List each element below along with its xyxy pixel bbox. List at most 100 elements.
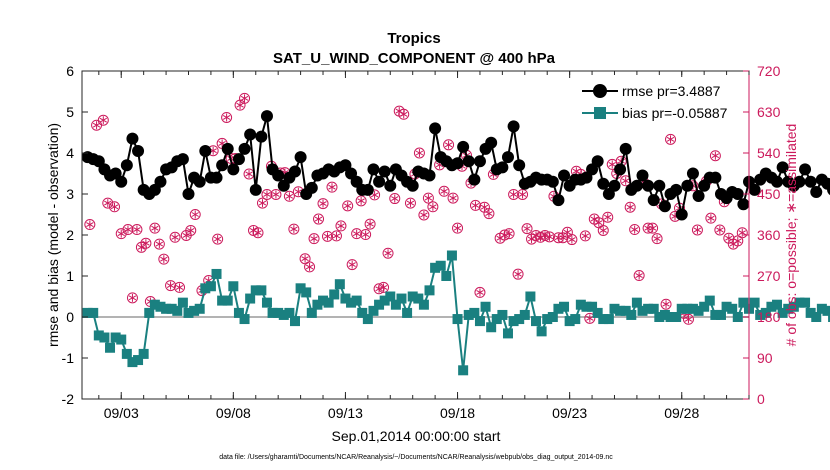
rmse-point (132, 144, 145, 157)
obs-possible-point (342, 200, 354, 212)
bias-point (323, 297, 334, 308)
obs-possible-point (304, 261, 316, 273)
obs-possible-point (512, 268, 524, 280)
obs-assimilated-point (604, 213, 612, 222)
rmse-point (776, 161, 789, 174)
y-tick-label-left: 4 (66, 145, 74, 161)
bias-point (547, 312, 558, 322)
bias-point (306, 307, 317, 318)
obs-possible-point (149, 222, 161, 234)
bias-point (643, 303, 654, 314)
obs-assimilated-point (310, 234, 318, 243)
rmse-point (636, 169, 649, 182)
obs-assimilated-point (734, 236, 742, 245)
bias-point (116, 334, 127, 345)
bias-point (346, 297, 357, 308)
bias-point (637, 305, 648, 316)
bias-point (385, 291, 396, 302)
y-tick-label-right: 0 (757, 391, 765, 407)
obs-assimilated-point (166, 281, 175, 290)
bias-point (250, 285, 261, 296)
obs-assimilated-point (155, 240, 164, 249)
bias-point (351, 295, 362, 306)
y-tick-label-right: 360 (757, 227, 781, 243)
bias-point (749, 297, 760, 308)
obs-assimilated-point (406, 199, 415, 208)
obs-possible-point (261, 188, 273, 200)
obs-assimilated-point (272, 190, 280, 199)
obs-possible-point (422, 192, 434, 204)
bias-point (390, 299, 401, 310)
obs-possible-point (633, 270, 645, 282)
obs-possible-point (140, 237, 152, 249)
obs-assimilated-point (384, 249, 392, 258)
bias-point (334, 279, 345, 290)
obs-possible-point (499, 229, 511, 241)
obs-possible-point (736, 227, 748, 239)
bias-point (581, 301, 592, 312)
bias-point (284, 307, 295, 318)
bias-point (474, 316, 485, 327)
bias-point (374, 299, 385, 310)
obs-possible-point (299, 253, 311, 265)
obs-possible-point (452, 222, 464, 234)
bias-point (211, 268, 222, 279)
rmse-point (227, 163, 240, 176)
bias-point (239, 314, 250, 325)
obs-possible-point (346, 259, 358, 271)
rmse-point (692, 190, 705, 203)
bias-point (88, 307, 99, 318)
bias-point (620, 305, 631, 316)
obs-possible-point (447, 192, 459, 204)
bias-point (682, 303, 693, 314)
bias-point (738, 297, 749, 308)
obs-possible-point (732, 235, 744, 247)
bias-point (295, 283, 306, 294)
bias-point (110, 332, 121, 343)
rmse-point (558, 169, 571, 182)
bias-point (312, 299, 323, 310)
obs-assimilated-point (222, 113, 231, 122)
obs-assimilated-point (666, 135, 675, 144)
y-tick-label-left: 6 (66, 63, 74, 79)
rmse-point (406, 179, 419, 192)
obs-possible-point (413, 147, 425, 159)
obs-assimilated-point (707, 214, 715, 223)
bias-point (161, 303, 172, 314)
obs-assimilated-point (92, 121, 101, 130)
bias-point (732, 312, 743, 322)
bias-point (267, 307, 278, 318)
bias-point (497, 309, 508, 320)
bias-point (559, 301, 570, 312)
bias-point (424, 285, 435, 296)
chart-title: Tropics (387, 30, 440, 47)
obs-assimilated-point (187, 226, 195, 235)
obs-assimilated-point (471, 201, 480, 210)
obs-possible-point (326, 181, 338, 193)
rmse-point (675, 208, 688, 221)
bias-point (357, 307, 368, 318)
bias-point (166, 303, 177, 314)
obs-assimilated-point (379, 283, 388, 292)
rmse-point (126, 132, 139, 145)
bias-point (486, 322, 497, 333)
bias-point (318, 295, 329, 306)
bias-point (631, 297, 642, 308)
obs-assimilated-point (518, 190, 527, 199)
bias-point (553, 303, 564, 314)
obs-assimilated-point (171, 233, 179, 242)
obs-assimilated-point (191, 210, 199, 219)
obs-assimilated-point (400, 110, 408, 119)
bias-point (575, 299, 586, 310)
obs-possible-point (660, 298, 672, 310)
rmse-point (473, 155, 486, 168)
bias-point (155, 301, 166, 312)
y-axis-label-left: rmse and bias (model - observation) (45, 123, 61, 347)
obs-possible-point (427, 201, 439, 213)
bias-point (200, 283, 211, 294)
bias-point (340, 293, 351, 304)
bias-series (82, 250, 830, 376)
obs-possible-point (169, 231, 181, 243)
obs-assimilated-point (635, 271, 643, 280)
obs-possible-point (566, 234, 578, 246)
